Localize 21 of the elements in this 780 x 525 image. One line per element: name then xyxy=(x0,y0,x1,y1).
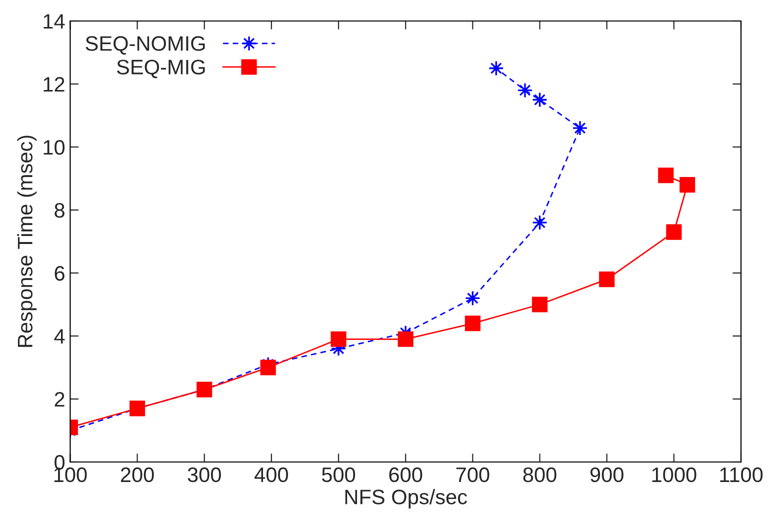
x-tick-label: 700 xyxy=(456,467,490,482)
x-tick-label: 400 xyxy=(254,467,288,482)
x-tick-label: 500 xyxy=(322,467,356,482)
x-tick-label: 1000 xyxy=(652,467,696,482)
x-tick-label: 800 xyxy=(523,467,556,482)
x-axis-title: NFS Ops/sec xyxy=(345,489,467,508)
y-tick-label: 8 xyxy=(54,203,64,218)
y-tick-label: 6 xyxy=(54,266,64,281)
legend-label: SEQ-MIG xyxy=(116,60,205,78)
legend-label: SEQ-NOMIG xyxy=(86,36,205,55)
x-tick-label: 1100 xyxy=(720,467,763,482)
y-tick-label: 14 xyxy=(44,14,65,29)
y-axis-title: Response Time (msec) xyxy=(17,136,37,347)
x-tick-label: 900 xyxy=(590,467,624,482)
x-tick-label: 600 xyxy=(389,467,422,482)
y-tick-label: 10 xyxy=(44,140,65,155)
y-tick-label: 12 xyxy=(44,77,64,92)
y-tick-label: 2 xyxy=(54,392,64,407)
y-tick-label: 4 xyxy=(54,329,65,344)
x-tick-label: 200 xyxy=(120,467,154,482)
x-tick-label: 300 xyxy=(188,467,221,482)
